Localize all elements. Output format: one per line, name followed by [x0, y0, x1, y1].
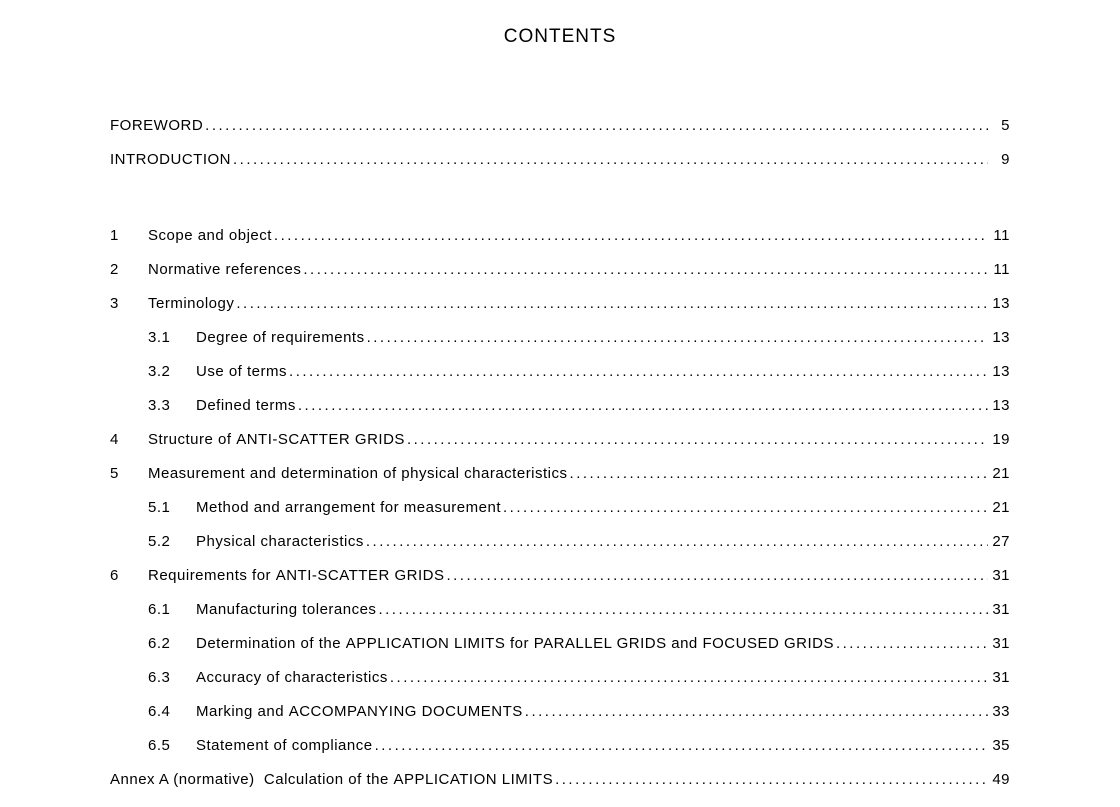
leader-dots: ........................................… [364, 534, 988, 549]
toc-section-number: 6 [110, 568, 148, 583]
toc-front-matter: FOREWORD................................… [110, 118, 1010, 186]
toc-subsection-number: 5.1 [148, 500, 196, 515]
toc-page-number: 31 [988, 602, 1010, 617]
toc-subsection-number: 3.3 [148, 398, 196, 413]
toc-entry-label: INTRODUCTION [110, 152, 231, 167]
leader-dots: ........................................… [523, 704, 988, 719]
leader-dots: ........................................… [834, 636, 988, 651]
leader-dots: ........................................… [373, 738, 988, 753]
toc-subsection-number: 6.3 [148, 670, 196, 685]
toc-entry-label: Manufacturing tolerances [196, 602, 376, 617]
toc-page-number: 31 [988, 636, 1010, 651]
toc-entry-label: Method and arrangement for measurement [196, 500, 501, 515]
toc-entry-label: Marking and ACCOMPANYING DOCUMENTS [196, 704, 523, 719]
leader-dots: ........................................… [203, 118, 988, 133]
toc-page-number: 31 [988, 568, 1010, 583]
toc-entry-label: Determination of the APPLICATION LIMITS … [196, 636, 834, 651]
leader-dots: ........................................… [553, 772, 988, 787]
toc-page-number: 13 [988, 364, 1010, 379]
page: CONTENTS FOREWORD.......................… [0, 0, 1120, 807]
toc-front-entry: FOREWORD................................… [110, 118, 1010, 152]
toc-section-entry: 1Scope and object.......................… [110, 228, 1010, 262]
toc-section-entry: 3Terminology ...........................… [110, 296, 1010, 330]
toc-page-number: 5 [988, 118, 1010, 133]
toc-sections: 1Scope and object.......................… [110, 228, 1010, 807]
toc-section-number: 3 [110, 296, 148, 311]
toc-section-number: 2 [110, 262, 148, 277]
leader-dots: ........................................… [234, 296, 988, 311]
toc-entry-label: Requirements for ANTI-SCATTER GRIDS [148, 568, 444, 583]
toc-subsection-number: 3.1 [148, 330, 196, 345]
toc-subsection-entry: 6.5Statement of compliance .............… [110, 738, 1010, 772]
toc-entry-label: Defined terms [196, 398, 296, 413]
toc-entry-label: Measurement and determination of physica… [148, 466, 568, 481]
toc-annex-entry: Annex A (normative) Calculation of the A… [110, 772, 1010, 806]
leader-dots: ........................................… [444, 568, 988, 583]
toc-section-entry: 2Normative references ..................… [110, 262, 1010, 296]
leader-dots: ........................................… [388, 670, 988, 685]
toc-entry-label: Terminology [148, 296, 234, 311]
leader-dots: ........................................… [405, 432, 988, 447]
toc-subsection-number: 6.4 [148, 704, 196, 719]
leader-dots: ........................................… [296, 398, 988, 413]
toc-section-entry: 5Measurement and determination of physic… [110, 466, 1010, 500]
contents-heading: CONTENTS [110, 26, 1010, 48]
toc-page-number: 31 [988, 670, 1010, 685]
leader-dots: ........................................… [501, 500, 988, 515]
toc-subsection-number: 5.2 [148, 534, 196, 549]
toc-entry-label: Annex A (normative) Calculation of the A… [110, 772, 553, 787]
toc-page-number: 19 [988, 432, 1010, 447]
toc-page-number: 27 [988, 534, 1010, 549]
toc-page-number: 11 [988, 262, 1010, 277]
toc-front-entry: INTRODUCTION............................… [110, 152, 1010, 186]
toc-entry-label: Statement of compliance [196, 738, 373, 753]
toc-section-number: 4 [110, 432, 148, 447]
toc-subsection-entry: 6.3Accuracy of characteristics..........… [110, 670, 1010, 704]
toc-entry-label: Use of terms [196, 364, 287, 379]
toc-section-entry: 6Requirements for ANTI-SCATTER GRIDS....… [110, 568, 1010, 602]
leader-dots: ........................................… [301, 262, 988, 277]
toc-subsection-entry: 5.1Method and arrangement for measuremen… [110, 500, 1010, 534]
toc-page-number: 13 [988, 296, 1010, 311]
toc-subsection-entry: 3.1Degree of requirements ..............… [110, 330, 1010, 364]
toc-section-entry: 4Structure of ANTI-SCATTER GRIDS .......… [110, 432, 1010, 466]
toc-subsection-number: 6.1 [148, 602, 196, 617]
toc-subsection-number: 6.2 [148, 636, 196, 651]
toc-page-number: 49 [988, 772, 1010, 787]
toc-page-number: 35 [988, 738, 1010, 753]
toc-subsection-entry: 6.1Manufacturing tolerances ............… [110, 602, 1010, 636]
toc-page-number: 13 [988, 398, 1010, 413]
toc-page-number: 21 [988, 466, 1010, 481]
toc-subsection-entry: 3.2Use of terms.........................… [110, 364, 1010, 398]
toc-entry-label: Normative references [148, 262, 301, 277]
toc-page-number: 33 [988, 704, 1010, 719]
toc-section-number: 1 [110, 228, 148, 243]
leader-dots: ........................................… [376, 602, 988, 617]
leader-dots: ........................................… [568, 466, 988, 481]
toc-page-number: 21 [988, 500, 1010, 515]
toc-entry-label: Structure of ANTI-SCATTER GRIDS [148, 432, 405, 447]
toc-subsection-entry: 6.2Determination of the APPLICATION LIMI… [110, 636, 1010, 670]
toc-page-number: 9 [988, 152, 1010, 167]
toc-section-number: 5 [110, 466, 148, 481]
toc-page-number: 13 [988, 330, 1010, 345]
leader-dots: ........................................… [287, 364, 988, 379]
leader-dots: ........................................… [231, 152, 988, 167]
toc-page-number: 11 [988, 228, 1010, 243]
toc-subsection-entry: 6.4Marking and ACCOMPANYING DOCUMENTS ..… [110, 704, 1010, 738]
toc-subsection-number: 6.5 [148, 738, 196, 753]
leader-dots: ........................................… [365, 330, 988, 345]
leader-dots: ........................................… [272, 228, 988, 243]
toc-entry-label: Degree of requirements [196, 330, 365, 345]
toc-subsection-entry: 3.3Defined terms........................… [110, 398, 1010, 432]
toc-entry-label: FOREWORD [110, 118, 203, 133]
toc-entry-label: Physical characteristics [196, 534, 364, 549]
toc-entry-label: Accuracy of characteristics [196, 670, 388, 685]
toc-subsection-number: 3.2 [148, 364, 196, 379]
toc-subsection-entry: 5.2Physical characteristics ............… [110, 534, 1010, 568]
toc-entry-label: Scope and object [148, 228, 272, 243]
